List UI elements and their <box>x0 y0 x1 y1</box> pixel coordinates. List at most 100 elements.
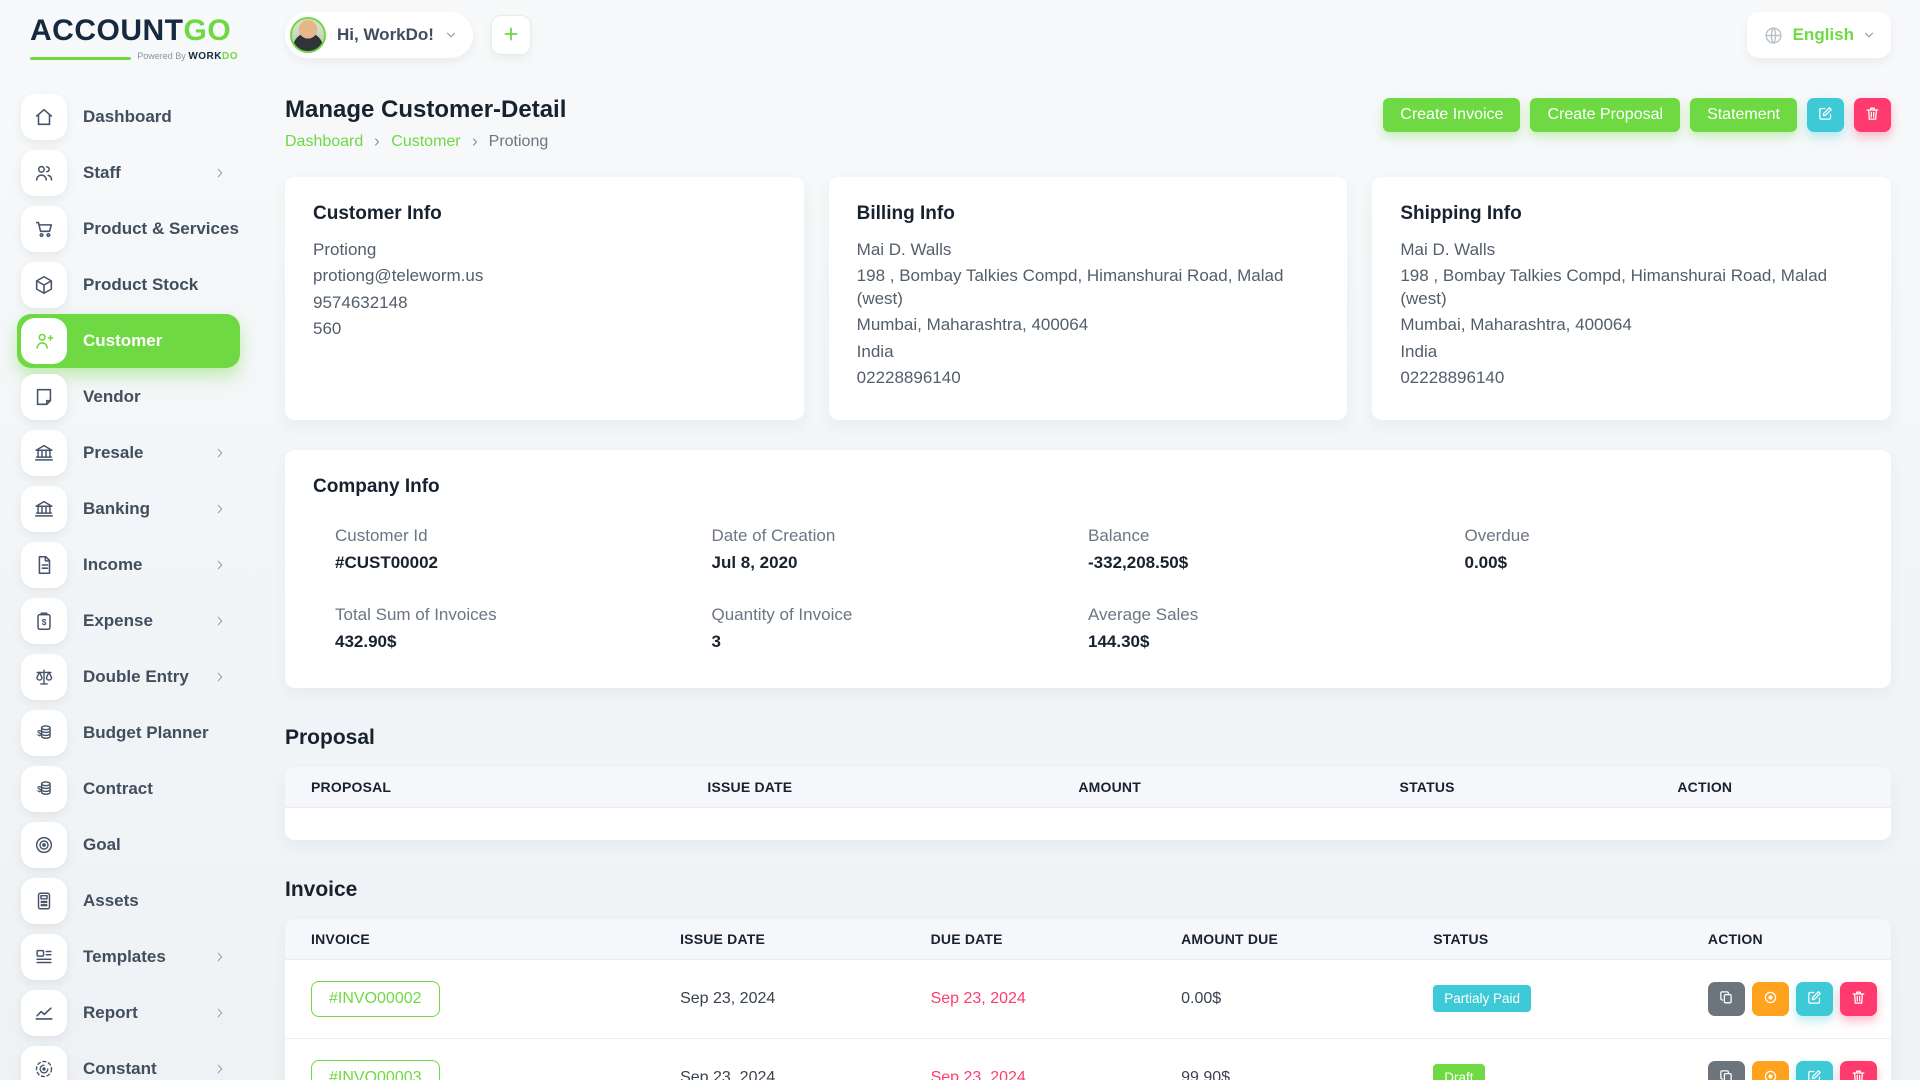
edit-customer-button[interactable] <box>1807 98 1844 132</box>
edit-button[interactable] <box>1795 1060 1833 1080</box>
shipping-city: Mumbai, Maharashtra, 400064 <box>1400 315 1632 335</box>
sidebar-item-staff[interactable]: Staff <box>21 146 240 200</box>
invoice-link[interactable]: #INVO00003 <box>311 1059 440 1080</box>
user-plus-icon <box>21 318 67 364</box>
sidebar-item-vendor[interactable]: Vendor <box>21 370 240 424</box>
chevron-right-icon <box>214 447 226 459</box>
edit-icon <box>1817 105 1834 125</box>
trash-icon <box>1850 989 1867 1009</box>
duplicate-icon <box>1718 989 1735 1009</box>
invoice-heading: Invoice <box>285 877 358 901</box>
customer-info-card: Customer Info Protiong protiong@teleworm… <box>285 177 804 420</box>
user-menu[interactable]: Hi, WorkDo! <box>285 12 473 58</box>
sidebar-item-product-stock[interactable]: Product Stock <box>21 258 240 312</box>
invoice-table-header: INVOICE ISSUE DATE DUE DATE AMOUNT DUE S… <box>285 918 1891 960</box>
target-icon <box>21 822 67 868</box>
spiral-icon <box>21 1046 67 1080</box>
field-average-sales: Average Sales 144.30$ <box>1088 604 1199 651</box>
language-selector[interactable]: English <box>1746 12 1891 58</box>
sidebar-item-customer[interactable]: Customer <box>17 314 240 368</box>
customer-code: 560 <box>313 319 342 339</box>
customer-phone: 9574632148 <box>313 292 408 312</box>
view-button[interactable] <box>1751 981 1789 1016</box>
card-title: Billing Info <box>856 203 955 224</box>
chevron-right-icon <box>214 559 226 571</box>
field-overdue: Overdue 0.00$ <box>1464 525 1530 572</box>
delete-customer-button[interactable] <box>1854 98 1891 132</box>
logo-underline <box>30 57 132 60</box>
edit-icon <box>1806 1068 1823 1080</box>
invoice-row: #INVO00003 Sep 23, 2024 Sep 23, 2024 99.… <box>285 1038 1891 1080</box>
field-balance: Balance -332,208.50$ <box>1088 525 1189 572</box>
status-badge: Partialy Paid <box>1433 985 1532 1013</box>
card-title: Shipping Info <box>1400 203 1522 224</box>
users-icon <box>21 150 67 196</box>
due-date: Sep 23, 2024 <box>930 1068 1026 1080</box>
delete-button[interactable] <box>1839 1060 1877 1080</box>
sidebar-item-templates[interactable]: Templates <box>21 930 240 984</box>
page-title: Manage Customer-Detail <box>285 96 567 123</box>
sidebar-item-double-entry[interactable]: Double Entry <box>21 650 240 704</box>
plus-icon <box>502 25 520 46</box>
delete-button[interactable] <box>1839 981 1877 1016</box>
eye-icon <box>1762 1068 1779 1080</box>
duplicate-button[interactable] <box>1707 981 1745 1016</box>
info-cards-row: Customer Info Protiong protiong@teleworm… <box>285 177 1891 420</box>
billing-phone: 02228896140 <box>856 368 961 388</box>
sidebar-item-presale[interactable]: Presale <box>21 426 240 480</box>
amount-due: 99.90$ <box>1181 1068 1231 1080</box>
shipping-name: Mai D. Walls <box>1400 240 1496 259</box>
status-badge: Draft <box>1433 1064 1485 1080</box>
sidebar-item-assets[interactable]: Assets <box>21 874 240 928</box>
calculator-icon <box>21 878 67 924</box>
sidebar-item-constant[interactable]: Constant <box>21 1042 240 1080</box>
shipping-info-card: Shipping Info Mai D. Walls 198 , Bombay … <box>1372 177 1891 420</box>
sidebar-item-goal[interactable]: Goal <box>21 818 240 872</box>
field-date-of-creation: Date of Creation Jul 8, 2020 <box>711 525 836 572</box>
duplicate-button[interactable] <box>1707 1060 1745 1080</box>
edit-button[interactable] <box>1795 981 1833 1016</box>
statement-button[interactable]: Statement <box>1690 98 1797 132</box>
cart-icon <box>21 206 67 252</box>
main-content: Hi, WorkDo! English Manage Customer-Deta… <box>265 0 1920 1080</box>
chevron-right-icon <box>470 137 480 147</box>
proposal-table: PROPOSAL ISSUE DATE AMOUNT STATUS ACTION <box>285 766 1891 840</box>
proposal-empty-row <box>285 807 1891 840</box>
sidebar-item-budget-planner[interactable]: Budget Planner <box>21 706 240 760</box>
create-proposal-button[interactable]: Create Proposal <box>1530 98 1681 132</box>
chevron-right-icon <box>214 615 226 627</box>
sidebar-item-income[interactable]: Income <box>21 538 240 592</box>
sidebar-item-dashboard[interactable]: Dashboard <box>21 90 240 144</box>
coins-icon <box>21 710 67 756</box>
billing-address: 198 , Bombay Talkies Compd, Himanshurai … <box>856 266 1284 308</box>
sidebar-nav: Dashboard Staff Product & Services Produ… <box>17 90 265 1080</box>
create-invoice-button[interactable]: Create Invoice <box>1383 98 1521 132</box>
sidebar-item-contract[interactable]: Contract <box>21 762 240 816</box>
invoice-table: INVOICE ISSUE DATE DUE DATE AMOUNT DUE S… <box>285 918 1891 1080</box>
breadcrumb-customer[interactable]: Customer <box>391 133 461 150</box>
chevron-right-icon <box>214 1007 226 1019</box>
sidebar: ACCOUNTGO Powered By WORKDO Dashboard St… <box>0 0 265 1080</box>
add-button[interactable] <box>490 15 531 55</box>
app-logo[interactable]: ACCOUNTGO Powered By WORKDO <box>30 16 238 62</box>
coins-icon <box>21 766 67 812</box>
invoice-link[interactable]: #INVO00002 <box>311 980 440 1017</box>
sidebar-item-expense[interactable]: Expense <box>21 594 240 648</box>
chevron-down-icon <box>1863 29 1875 41</box>
sidebar-item-banking[interactable]: Banking <box>21 482 240 536</box>
box-icon <box>21 262 67 308</box>
globe-icon <box>1763 25 1784 46</box>
document-icon <box>21 542 67 588</box>
chevron-right-icon <box>214 167 226 179</box>
chart-icon <box>21 990 67 1036</box>
bank-icon <box>21 486 67 532</box>
chevron-down-icon <box>445 29 457 41</box>
view-button[interactable] <box>1751 1060 1789 1080</box>
sidebar-item-report[interactable]: Report <box>21 986 240 1040</box>
field-quantity-invoice: Quantity of Invoice 3 <box>711 604 853 651</box>
breadcrumb-dashboard[interactable]: Dashboard <box>285 133 364 150</box>
proposal-heading: Proposal <box>285 725 375 749</box>
billing-city: Mumbai, Maharashtra, 400064 <box>856 315 1089 335</box>
sidebar-item-product-services[interactable]: Product & Services <box>21 202 240 256</box>
